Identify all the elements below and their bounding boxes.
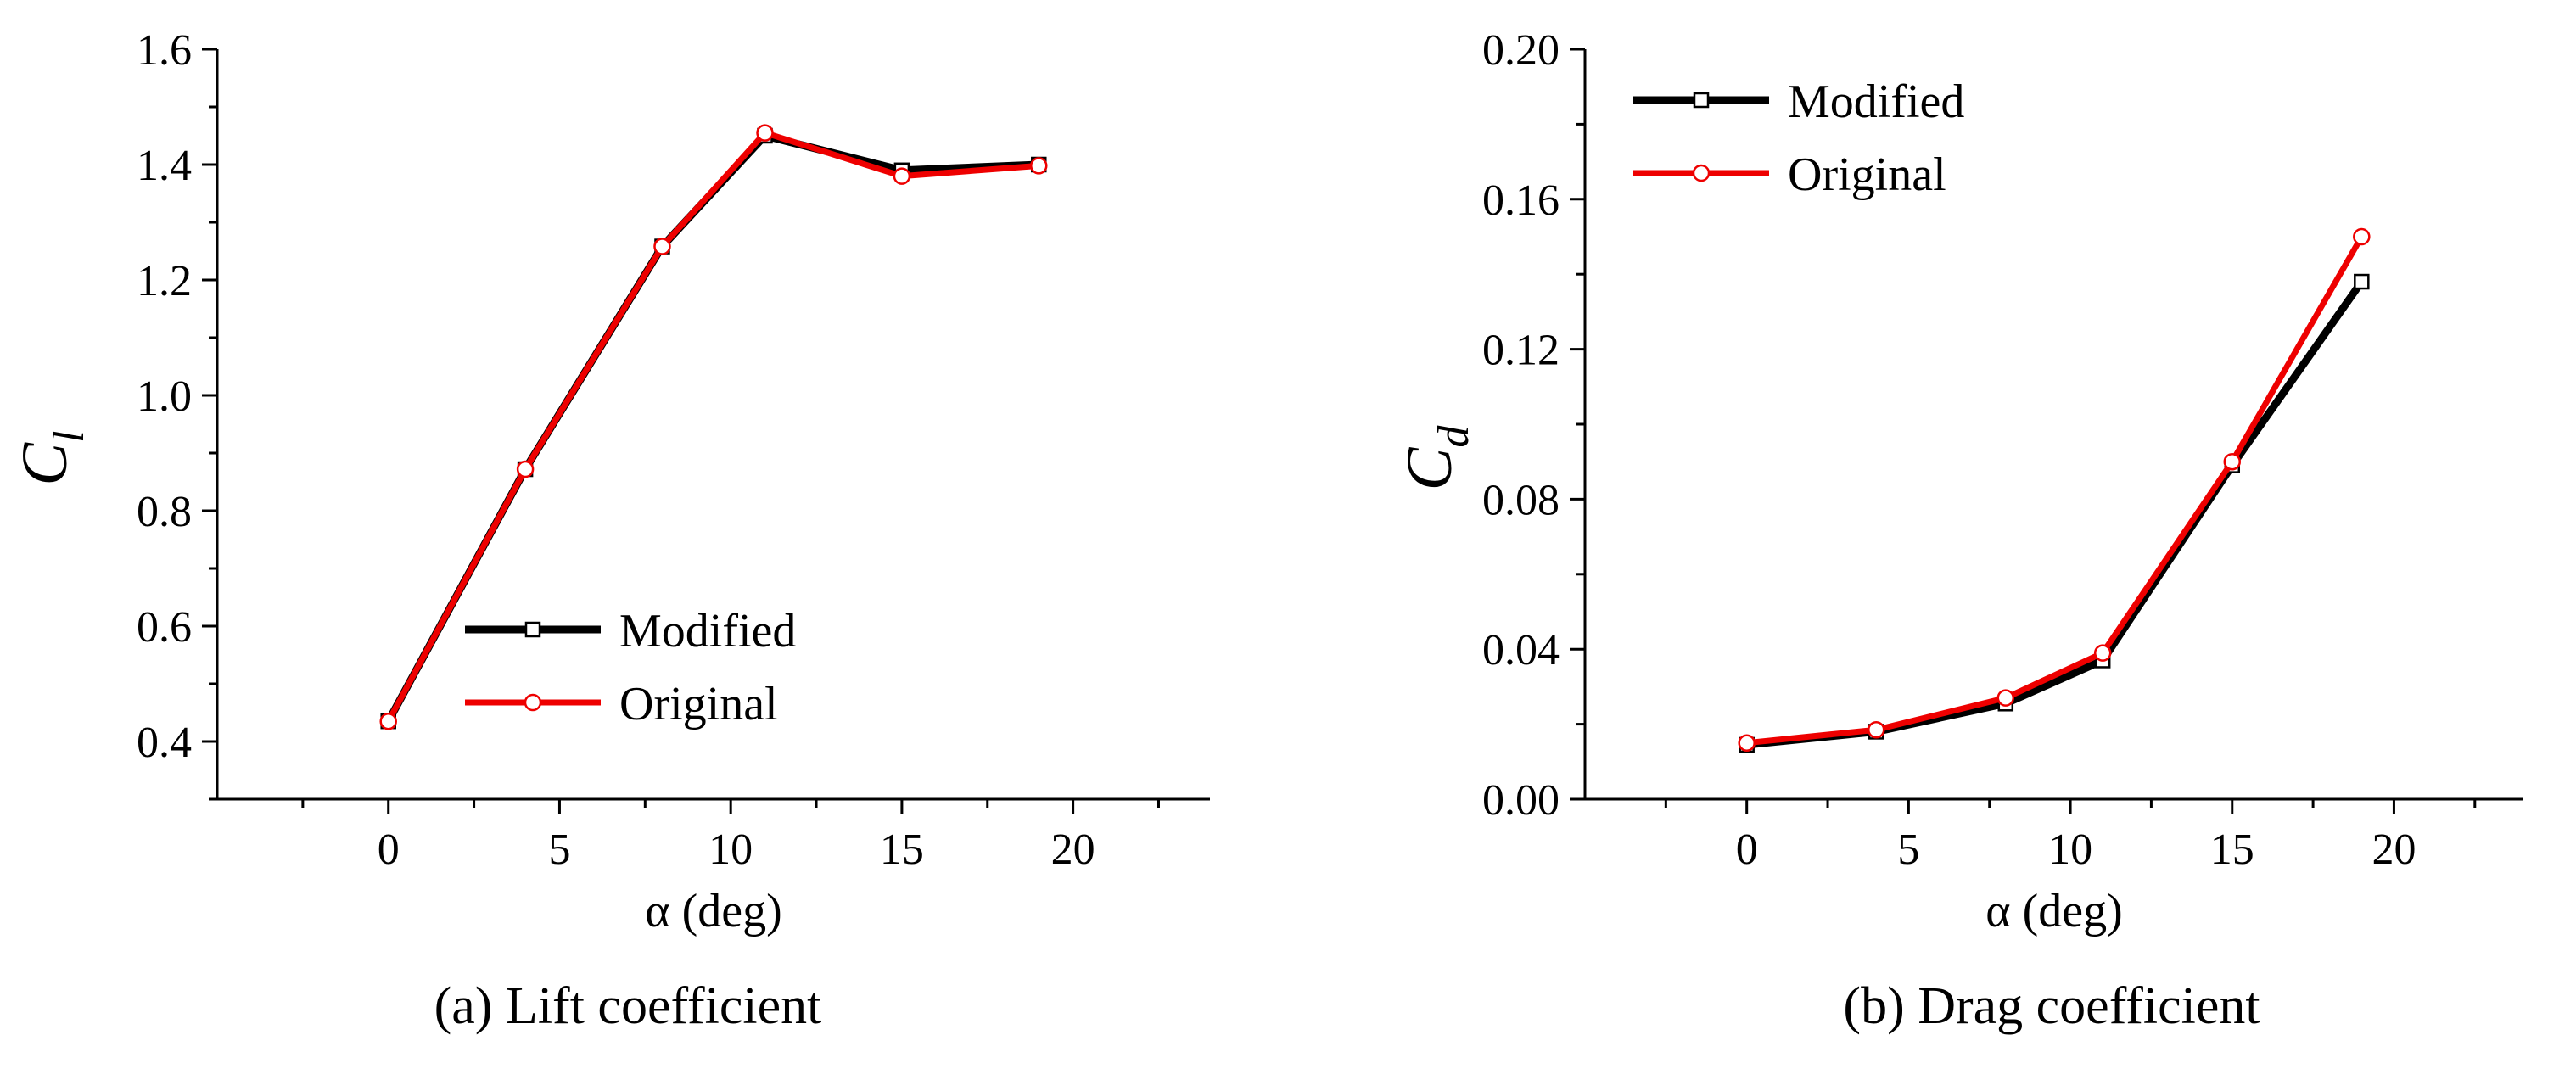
data-point-original xyxy=(1867,720,1885,739)
x-tick-label: 20 xyxy=(2372,825,2416,874)
x-tick-label: 0 xyxy=(378,825,400,874)
x-tick-label: 5 xyxy=(548,825,570,874)
x-axis-label: α (deg) xyxy=(645,885,782,937)
data-point-original xyxy=(1030,157,1048,175)
data-point-original xyxy=(653,238,671,255)
legend-marker-original xyxy=(1692,164,1711,182)
data-point-original xyxy=(1996,689,2015,707)
series-original xyxy=(1738,227,2371,752)
x-tick-label: 5 xyxy=(1897,825,1919,874)
data-point-modified xyxy=(2354,273,2370,290)
x-tick-label: 10 xyxy=(708,825,753,874)
series-line-original xyxy=(1746,235,2365,747)
y-tick-label: 0.04 xyxy=(1482,626,1560,674)
x-tick-label: 15 xyxy=(2210,825,2254,874)
data-point-original xyxy=(756,124,774,142)
y-tick-label: 0.20 xyxy=(1482,26,1560,75)
lift-coefficient-panel: 0 5 10 15 20 0.4 0.6 0.8 1.0 1.2 1.4 1.6 α (deg) Cl Mo… xyxy=(9,26,1210,1035)
legend-label-modified: Modified xyxy=(619,605,796,658)
y-tick-label: 0.4 xyxy=(137,719,192,767)
series-modified xyxy=(1739,273,2370,753)
legend-marker-modified xyxy=(524,621,541,638)
legend-label-original: Original xyxy=(1788,148,1946,201)
y-axis-label: Cd xyxy=(1394,425,1478,491)
x-tick-label: 15 xyxy=(880,825,924,874)
data-point-original xyxy=(2093,644,2112,662)
legend-label-modified: Modified xyxy=(1788,76,1964,128)
legend-marker-original xyxy=(524,693,542,712)
legend: Modified Original xyxy=(465,605,796,730)
series-line-original xyxy=(385,130,1039,723)
drag-coefficient-panel: 0 5 10 15 20 0.00 0.04 0.08 0.12 0.16 0.20 α (deg) C… xyxy=(1394,26,2523,1035)
y-tick-label: 1.6 xyxy=(137,26,192,75)
legend-marker-modified xyxy=(1693,92,1710,109)
x-tick-label: 10 xyxy=(2048,825,2092,874)
y-axis-label: Cl xyxy=(9,430,93,485)
y-tick-label: 0.6 xyxy=(137,603,192,652)
x-tick-label: 0 xyxy=(1736,825,1758,874)
y-tick-label: 0.8 xyxy=(137,488,192,536)
y-tick-label: 1.2 xyxy=(137,257,192,305)
y-tick-label: 0.00 xyxy=(1482,776,1560,825)
legend: Modified Original xyxy=(1633,76,1964,201)
figure-caption: (b) Drag coefficient xyxy=(1843,977,2260,1035)
y-tick-label: 0.12 xyxy=(1482,327,1560,375)
figure-caption: (a) Lift coefficient xyxy=(434,977,822,1035)
y-axis-label-subscript: l xyxy=(45,430,93,442)
data-point-original xyxy=(1738,734,1756,752)
y-tick-label: 1.0 xyxy=(137,372,192,421)
data-point-original xyxy=(379,712,397,730)
y-tick-label: 0.08 xyxy=(1482,476,1560,524)
x-axis-label: α (deg) xyxy=(1985,885,2123,937)
data-point-original xyxy=(893,167,911,185)
y-tick-label: 1.4 xyxy=(137,142,192,190)
data-point-original xyxy=(516,460,535,478)
data-point-original xyxy=(2223,452,2242,471)
y-axis-label-subscript: d xyxy=(1430,425,1478,448)
x-tick-label: 20 xyxy=(1051,825,1095,874)
y-axis-label-main: C xyxy=(1394,446,1465,490)
y-axis-label-main: C xyxy=(9,442,81,486)
series-original xyxy=(379,124,1048,730)
y-tick-label: 0.16 xyxy=(1482,176,1560,225)
legend-label-original: Original xyxy=(619,678,778,730)
data-point-original xyxy=(2353,227,2371,246)
